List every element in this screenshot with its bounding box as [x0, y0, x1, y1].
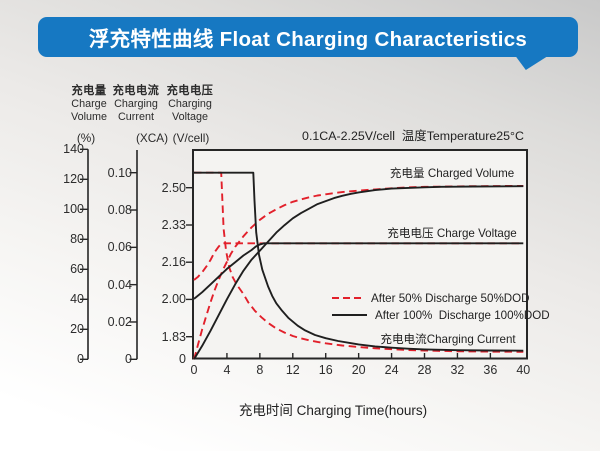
x-tick-label: 28	[417, 363, 432, 377]
axis-unit-percent: (%)	[76, 131, 96, 145]
x-tick-label: 4	[223, 363, 231, 377]
legend-entry-100dod: After 100% Discharge 100%DOD	[332, 308, 550, 322]
vcell-tick-label: 1.83	[161, 329, 186, 344]
title-banner: 浮充特性曲线 Float Charging Characteristics	[38, 17, 578, 57]
percent-tick-label: 100	[63, 202, 84, 217]
axis-header-charge-volume: 充电量 Charge Volume	[53, 85, 125, 124]
x-tick-label: 0	[190, 363, 198, 377]
legend-label: After 50% Discharge 50%DOD	[371, 291, 530, 305]
axis-header-cn: 充电电流	[112, 85, 160, 97]
percent-tick-label: 60	[70, 262, 84, 277]
xca-tick-label: 0.08	[107, 203, 132, 218]
charge-voltage-50dod-curve	[193, 242, 524, 281]
x-tick-label: 36	[483, 363, 498, 377]
axis-header-en: Charge	[71, 98, 107, 110]
x-axis-title: 充电时间 Charging Time(hours)	[238, 403, 428, 418]
axis-header-cn: 充电量	[71, 85, 107, 97]
xca-tick-label: 0	[125, 352, 132, 367]
percent-tick-label: 80	[70, 232, 84, 247]
x-tick-label: 8	[256, 363, 264, 377]
charging-current-50dod-curve	[194, 171, 524, 353]
legend-dashed-line-sample	[332, 297, 363, 299]
legend-label: After 100% Discharge 100%DOD	[375, 308, 550, 322]
vcell-tick-label: 2.00	[161, 292, 186, 307]
x-tick-label: 40	[516, 363, 531, 377]
axis-header-en: Current	[117, 111, 154, 123]
charge-voltage-100dod-curve	[193, 242, 524, 300]
legend-entry-50dod: After 50% Discharge 50%DOD	[332, 291, 530, 305]
xca-tick-label: 0.04	[107, 277, 132, 292]
axis-unit-xca: (XCA)	[135, 131, 169, 145]
vcell-tick-label: 0	[179, 352, 186, 367]
charging-current-100dod-curve	[194, 171, 524, 352]
axis-header-en: Charging	[168, 98, 212, 110]
axis-header-en: Charging	[114, 98, 158, 110]
legend-solid-line-sample	[332, 314, 367, 316]
curve-label-charging-current: 充电电流Charging Current	[380, 333, 516, 346]
percent-tick-label: 120	[63, 172, 84, 187]
axis-header-en: Voltage	[171, 111, 209, 123]
x-tick-label: 24	[384, 363, 399, 377]
vcell-tick-label: 2.50	[161, 180, 186, 195]
x-tick-label: 20	[351, 363, 366, 377]
x-tick-label: 32	[450, 363, 465, 377]
curve-label-charged-volume: 充电量 Charged Volume	[389, 167, 515, 180]
xca-tick-label: 0.06	[107, 240, 132, 255]
page-title: 浮充特性曲线 Float Charging Characteristics	[88, 28, 528, 51]
x-tick-label: 16	[318, 363, 333, 377]
percent-tick-label: 140	[63, 142, 84, 157]
charged-volume-100dod-curve	[193, 185, 524, 360]
curve-label-charge-voltage: 充电电压 Charge Voltage	[387, 227, 517, 240]
xca-tick-label: 0.10	[107, 165, 132, 180]
axis-header-charging-voltage: 充电电压 Charging Voltage	[154, 85, 226, 124]
x-tick-label: 12	[285, 363, 300, 377]
axis-header-en: Volume	[70, 111, 107, 123]
axis-header-charging-current: 充电电流 Charging Current	[100, 85, 172, 124]
axis-unit-vcell: (V/cell)	[172, 131, 210, 145]
percent-tick-label: 40	[70, 292, 84, 307]
percent-tick-label: 0	[77, 352, 84, 367]
xca-tick-label: 0.02	[107, 314, 132, 329]
axis-header-cn: 充电电压	[166, 85, 214, 97]
percent-tick-label: 20	[70, 322, 84, 337]
test-condition-annotation: 0.1CA-2.25V/cell 温度Temperature25°C	[302, 129, 524, 143]
vcell-tick-label: 2.33	[161, 218, 186, 232]
vcell-tick-label: 2.16	[161, 255, 186, 270]
plot-area	[192, 149, 528, 360]
